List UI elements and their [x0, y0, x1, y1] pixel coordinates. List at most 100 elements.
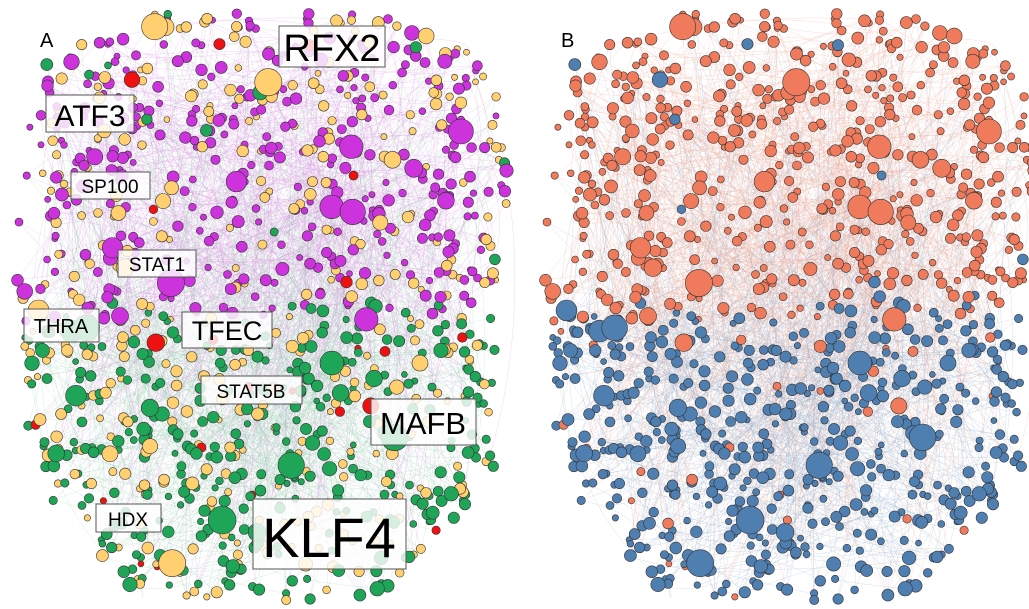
- network-edge: [108, 70, 484, 84]
- network-node: [437, 192, 455, 210]
- network-edge: [353, 175, 447, 296]
- network-node: [141, 13, 169, 41]
- network-node: [625, 342, 635, 351]
- network-edge: [87, 81, 476, 309]
- network-edge: [164, 26, 175, 403]
- network-node: [783, 218, 791, 226]
- network-node: [877, 441, 885, 449]
- network-node: [731, 593, 739, 601]
- network-node: [933, 110, 943, 120]
- network-edge: [172, 109, 390, 333]
- network-node: [911, 251, 919, 259]
- network-edge: [91, 76, 212, 159]
- network-node: [665, 560, 673, 568]
- network-node: [798, 278, 807, 287]
- network-node: [197, 79, 208, 90]
- network-node: [218, 541, 227, 550]
- network-edge: [163, 44, 205, 477]
- network-edge: [120, 111, 255, 320]
- network-node: [676, 204, 687, 214]
- network-edge: [75, 118, 452, 362]
- network-edge: [132, 74, 187, 596]
- network-node: [748, 130, 757, 139]
- network-node: [196, 141, 208, 153]
- network-node: [936, 127, 945, 136]
- network-node: [717, 586, 728, 597]
- network-node: [137, 560, 145, 568]
- network-node: [842, 543, 852, 553]
- network-node: [257, 239, 268, 250]
- network-node: [194, 579, 203, 589]
- network-node: [84, 258, 95, 269]
- network-edge: [264, 197, 484, 347]
- network-node: [43, 255, 51, 264]
- network-edge: [64, 316, 121, 484]
- network-edge: [387, 96, 450, 392]
- network-node: [850, 393, 859, 402]
- network-node: [334, 254, 347, 267]
- network-node: [333, 227, 342, 237]
- network-node: [938, 335, 948, 346]
- network-node: [656, 94, 665, 103]
- network-node: [590, 200, 600, 210]
- network-node: [370, 93, 380, 103]
- network-node: [47, 135, 58, 146]
- network-node: [430, 97, 443, 111]
- network-node: [877, 537, 885, 546]
- network-node: [409, 520, 418, 528]
- network-node: [432, 485, 444, 497]
- network-node: [788, 331, 798, 341]
- network-edge: [268, 51, 295, 480]
- network-node: [753, 223, 762, 232]
- network-edge: [68, 305, 439, 410]
- network-node: [251, 204, 261, 213]
- network-edge: [249, 28, 422, 549]
- network-edge: [77, 379, 128, 474]
- network-edge: [46, 259, 279, 487]
- network-node: [453, 471, 466, 484]
- network-node: [172, 428, 184, 440]
- network-node: [900, 449, 908, 458]
- network-node: [691, 116, 699, 123]
- network-edge: [132, 98, 403, 194]
- network-edge: [139, 243, 456, 489]
- network-edge: [366, 355, 469, 377]
- network-node: [314, 70, 322, 77]
- network-edge: [145, 378, 176, 454]
- network-node: [405, 480, 414, 490]
- network-node: [899, 535, 909, 545]
- network-node: [155, 230, 168, 243]
- network-node: [320, 177, 332, 188]
- network-node: [428, 87, 439, 98]
- network-node: [490, 142, 502, 153]
- network-edge: [234, 101, 437, 107]
- network-node: [231, 264, 240, 272]
- network-node: [108, 467, 118, 477]
- panel-b-network: [539, 8, 1029, 605]
- network-node: [381, 334, 393, 345]
- network-node: [233, 539, 241, 547]
- network-edge: [91, 333, 481, 383]
- network-node: [738, 154, 749, 165]
- network-node: [878, 26, 888, 36]
- network-edge: [181, 42, 370, 467]
- network-node: [155, 99, 164, 108]
- network-node: [401, 211, 415, 224]
- network-edge: [295, 98, 456, 244]
- network-node: [300, 423, 312, 435]
- network-node: [557, 327, 565, 335]
- network-node: [572, 195, 580, 203]
- network-node: [913, 303, 922, 313]
- network-node: [270, 278, 279, 287]
- network-node: [816, 542, 824, 551]
- network-node: [464, 170, 476, 183]
- network-node: [131, 550, 141, 559]
- network-node: [218, 495, 231, 508]
- network-node: [79, 341, 88, 350]
- network-node: [259, 192, 271, 203]
- network-node: [866, 459, 876, 469]
- network-edge: [337, 366, 368, 476]
- network-node: [354, 307, 379, 332]
- network-edge: [352, 368, 485, 389]
- network-node: [112, 435, 125, 448]
